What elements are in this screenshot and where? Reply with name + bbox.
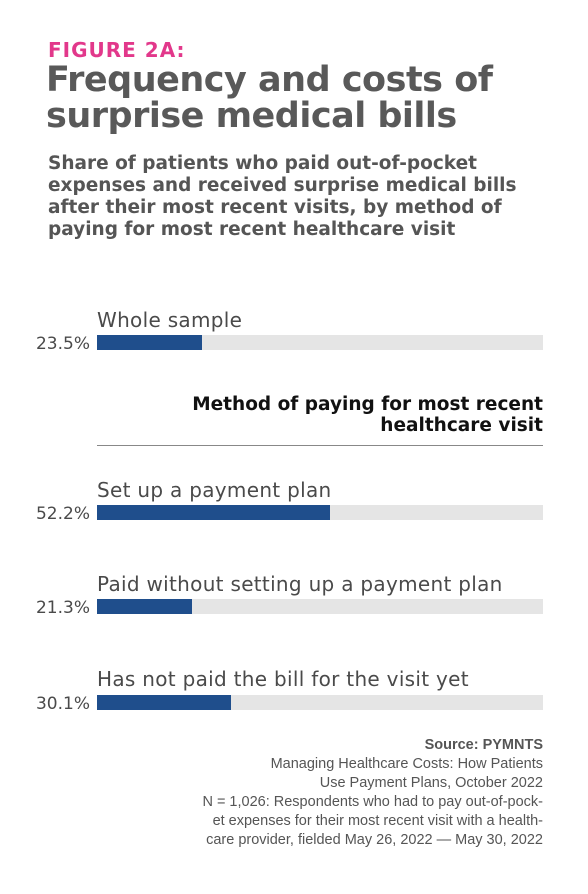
section-heading: Method of paying for most recent healthc… <box>192 394 543 436</box>
category-label-payment-plan: Set up a payment plan <box>97 478 332 502</box>
value-label-whole-sample: 23.5% <box>35 334 90 354</box>
category-label-whole-sample: Whole sample <box>97 308 243 332</box>
source-note: Source: PYMNTS Managing Healthcare Costs… <box>183 736 543 850</box>
source-line: et expenses for their most recent visit … <box>212 813 543 829</box>
chart-subtitle: Share of patients who paid out-of-pocket… <box>48 153 517 240</box>
bar-track-payment-plan <box>97 505 543 520</box>
bar-track-not-paid-yet <box>97 695 543 710</box>
figure-label: FIGURE 2A: <box>48 38 186 62</box>
bar-payment-plan <box>97 505 330 520</box>
source-line: Use Payment Plans, October 2022 <box>319 775 543 791</box>
value-label-paid-without-plan: 21.3% <box>35 598 90 618</box>
section-divider <box>97 445 543 446</box>
bar-not-paid-yet <box>97 695 232 710</box>
source-line: care provider, fielded May 26, 2022 — Ma… <box>206 832 543 848</box>
bar-paid-without-plan <box>97 599 192 614</box>
category-label-not-paid-yet: Has not paid the bill for the visit yet <box>97 667 469 691</box>
chart-title: Frequency and costs of surprise medical … <box>46 60 493 136</box>
value-label-payment-plan: 52.2% <box>35 504 90 524</box>
source-heading: Source: PYMNTS <box>424 737 543 753</box>
bar-track-paid-without-plan <box>97 599 543 614</box>
category-label-paid-without-plan: Paid without setting up a payment plan <box>97 572 503 596</box>
bar-track-whole-sample <box>97 335 543 350</box>
value-label-not-paid-yet: 30.1% <box>35 694 90 714</box>
bar-whole-sample <box>97 335 202 350</box>
source-line: N = 1,026: Respondents who had to pay ou… <box>202 794 543 810</box>
source-line: Managing Healthcare Costs: How Patients <box>270 756 543 772</box>
